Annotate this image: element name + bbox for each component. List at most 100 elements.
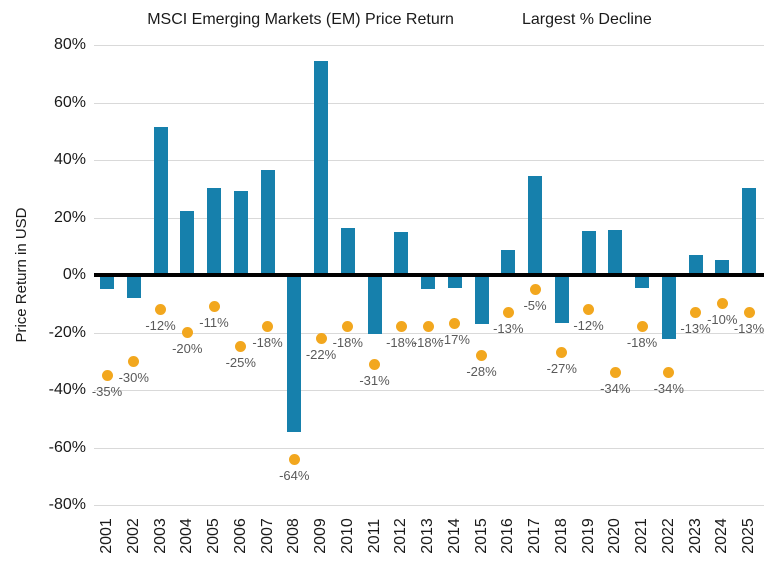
decline-dot-2019 bbox=[583, 304, 594, 315]
decline-dot-2020 bbox=[609, 367, 621, 379]
x-tick-label-2016: 2016 bbox=[499, 518, 517, 554]
decline-dot-2002 bbox=[128, 355, 140, 367]
decline-label-2004: -20% bbox=[172, 341, 203, 356]
bar-2006 bbox=[233, 191, 248, 275]
bar-2005 bbox=[207, 187, 221, 275]
decline-label-2021: -18% bbox=[626, 335, 658, 351]
decline-label-2022: -34% bbox=[653, 381, 684, 397]
x-tick-label-2018: 2018 bbox=[552, 518, 570, 554]
x-tick-label-2012: 2012 bbox=[392, 518, 410, 554]
decline-dot-2007 bbox=[262, 321, 273, 333]
x-tick-label-2004: 2004 bbox=[178, 518, 196, 554]
decline-label-2025: -13% bbox=[733, 320, 765, 336]
gridline bbox=[94, 447, 764, 449]
decline-label-2016: -13% bbox=[493, 320, 524, 336]
decline-dot-2011 bbox=[369, 358, 380, 370]
decline-label-2017: -5% bbox=[523, 297, 547, 313]
x-tick-label-2022: 2022 bbox=[659, 518, 677, 554]
decline-dot-2009 bbox=[315, 332, 327, 344]
bar-2017 bbox=[528, 176, 542, 275]
bar-2020 bbox=[608, 229, 623, 275]
gridline bbox=[94, 390, 764, 391]
decline-label-2018: -27% bbox=[546, 361, 577, 377]
y-tick-label: 20% bbox=[53, 208, 86, 226]
x-tick-label-2017: 2017 bbox=[526, 518, 543, 554]
decline-dot-2004 bbox=[181, 327, 193, 338]
y-tick-label: 80% bbox=[53, 36, 86, 53]
y-tick-label: 60% bbox=[53, 93, 86, 111]
x-tick-label-2015: 2015 bbox=[472, 518, 490, 554]
gridline bbox=[94, 45, 764, 46]
decline-label-2014: -17% bbox=[439, 332, 470, 348]
bar-series-swatch-icon bbox=[128, 14, 140, 26]
bar-2019 bbox=[581, 230, 596, 275]
x-tick-label-2013: 2013 bbox=[419, 518, 436, 554]
decline-dot-2025 bbox=[743, 306, 755, 318]
plot-area: -35% -30% -12% -20% -11% -25% -18% -64% -22% -18%… bbox=[92, 45, 764, 506]
decline-dot-2016 bbox=[502, 306, 514, 318]
bar-2011 bbox=[367, 275, 382, 334]
x-tick-label-2010: 2010 bbox=[338, 518, 356, 554]
gridline bbox=[94, 102, 764, 104]
decline-label-2008: -64% bbox=[279, 467, 310, 483]
bar-2013 bbox=[421, 275, 435, 290]
decline-dot-2023 bbox=[690, 306, 701, 318]
bar-2010 bbox=[340, 227, 355, 275]
y-tick-label: 0% bbox=[62, 266, 86, 283]
y-tick-label: -20% bbox=[48, 323, 86, 341]
decline-dot-2017 bbox=[529, 283, 541, 295]
y-tick-label: -80% bbox=[48, 496, 86, 513]
bar-2001 bbox=[100, 275, 114, 290]
decline-label-2023: -13% bbox=[680, 320, 711, 336]
x-tick-label-2001: 2001 bbox=[98, 518, 115, 554]
zero-axis-line bbox=[94, 273, 764, 277]
bar-2012 bbox=[394, 231, 409, 275]
x-tick-label-2014: 2014 bbox=[445, 518, 463, 554]
gridline bbox=[94, 332, 764, 334]
legend-label-largest-decline: Largest % Decline bbox=[521, 11, 652, 28]
decline-dot-2003 bbox=[155, 304, 166, 315]
y-tick-label: 40% bbox=[53, 151, 86, 168]
bar-2008 bbox=[287, 275, 302, 432]
x-tick-label-2024: 2024 bbox=[713, 518, 731, 554]
x-tick-label-2008: 2008 bbox=[285, 518, 303, 554]
decline-label-2001: -35% bbox=[91, 384, 123, 400]
decline-label-2020: -34% bbox=[600, 381, 631, 397]
legend-label-price-return: MSCI Emerging Markets (EM) Price Return bbox=[147, 11, 454, 28]
decline-label-2012: -18% bbox=[386, 335, 417, 351]
x-tick-label-2007: 2007 bbox=[258, 518, 276, 554]
x-tick-label-2006: 2006 bbox=[231, 518, 249, 554]
bar-2021 bbox=[635, 275, 649, 289]
bar-2025 bbox=[742, 187, 756, 275]
decline-label-2015: -28% bbox=[466, 364, 497, 379]
decline-dot-2014 bbox=[449, 318, 461, 330]
decline-label-2007: -18% bbox=[252, 335, 283, 351]
decline-dot-2015 bbox=[476, 350, 487, 361]
decline-label-2009: -22% bbox=[305, 346, 337, 362]
gridline bbox=[94, 217, 764, 219]
decline-dot-2018 bbox=[556, 347, 568, 359]
bar-2002 bbox=[126, 275, 141, 298]
x-tick-label-2020: 2020 bbox=[606, 518, 624, 554]
decline-dot-2008 bbox=[288, 453, 300, 465]
legend-item-price-return: MSCI Emerging Markets (EM) Price Return bbox=[128, 11, 454, 29]
decline-dot-2013 bbox=[422, 321, 434, 333]
decline-label-2002: -30% bbox=[118, 369, 149, 385]
y-tick-label: -40% bbox=[48, 381, 86, 398]
legend: MSCI Emerging Markets (EM) Price Return … bbox=[0, 11, 780, 29]
y-tick-label: -60% bbox=[48, 438, 86, 456]
decline-label-2024: -10% bbox=[707, 312, 738, 328]
x-tick-label-2019: 2019 bbox=[579, 518, 597, 554]
bar-2018 bbox=[554, 275, 569, 323]
decline-dot-2021 bbox=[636, 321, 648, 333]
x-tick-label-2002: 2002 bbox=[124, 518, 142, 554]
decline-label-2003: -12% bbox=[145, 318, 176, 333]
decline-dot-2022 bbox=[663, 367, 675, 379]
gridline bbox=[94, 160, 764, 161]
bar-2003 bbox=[153, 126, 168, 275]
bar-2022 bbox=[661, 275, 676, 340]
x-tick-label-2009: 2009 bbox=[312, 518, 329, 554]
decline-label-2013: -18% bbox=[412, 335, 444, 351]
decline-dot-2006 bbox=[235, 341, 247, 353]
